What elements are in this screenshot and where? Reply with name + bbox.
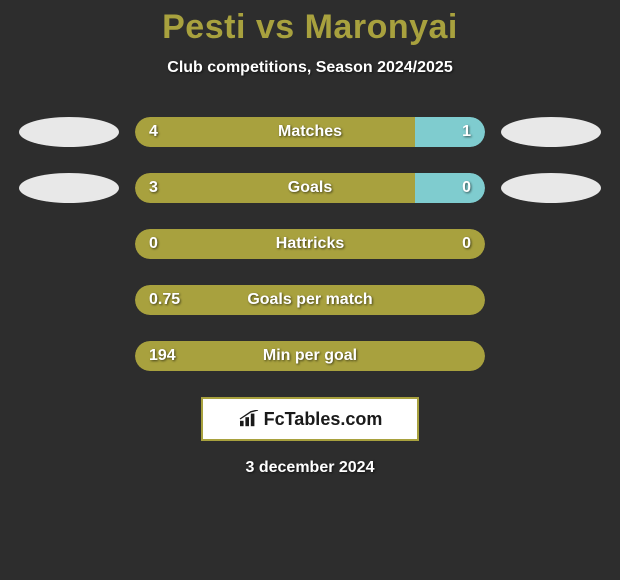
logo-text: FcTables.com (264, 409, 383, 430)
player-left-avatar (19, 117, 119, 147)
stat-bar: 4 Matches 1 (135, 117, 485, 147)
logo-box[interactable]: FcTables.com (201, 397, 419, 441)
stat-label: Min per goal (263, 347, 357, 365)
player-left-avatar (19, 173, 119, 203)
stat-left-value: 4 (149, 123, 158, 141)
chart-icon (238, 410, 260, 428)
stat-row: 194 Min per goal (0, 341, 620, 371)
stat-bar: 3 Goals 0 (135, 173, 485, 203)
stat-label: Hattricks (276, 235, 344, 253)
stat-bar: 194 Min per goal (135, 341, 485, 371)
date-label: 3 december 2024 (0, 459, 620, 477)
bar-left-fill (135, 173, 415, 203)
stat-row: 3 Goals 0 (0, 173, 620, 203)
stat-right-value: 1 (462, 123, 471, 141)
stat-row: 4 Matches 1 (0, 117, 620, 147)
stat-left-value: 3 (149, 179, 158, 197)
bar-left-fill (135, 117, 415, 147)
stat-right-value: 0 (462, 235, 471, 253)
bar-right-fill (415, 117, 485, 147)
stat-label: Matches (278, 123, 342, 141)
stat-row: 0.75 Goals per match (0, 285, 620, 315)
stat-label: Goals per match (247, 291, 372, 309)
stat-left-value: 194 (149, 347, 176, 365)
bar-right-fill (415, 173, 485, 203)
page-title: Pesti vs Maronyai (0, 8, 620, 47)
stat-right-value: 0 (462, 179, 471, 197)
stat-left-value: 0 (149, 235, 158, 253)
logo: FcTables.com (238, 409, 383, 430)
comparison-widget: Pesti vs Maronyai Club competitions, Sea… (0, 0, 620, 477)
chart-area: 4 Matches 1 3 Goals 0 0 (0, 117, 620, 371)
subtitle: Club competitions, Season 2024/2025 (0, 59, 620, 77)
stat-left-value: 0.75 (149, 291, 180, 309)
player-right-avatar (501, 173, 601, 203)
stat-bar: 0 Hattricks 0 (135, 229, 485, 259)
stat-bar: 0.75 Goals per match (135, 285, 485, 315)
player-right-avatar (501, 117, 601, 147)
stat-label: Goals (288, 179, 332, 197)
stat-row: 0 Hattricks 0 (0, 229, 620, 259)
